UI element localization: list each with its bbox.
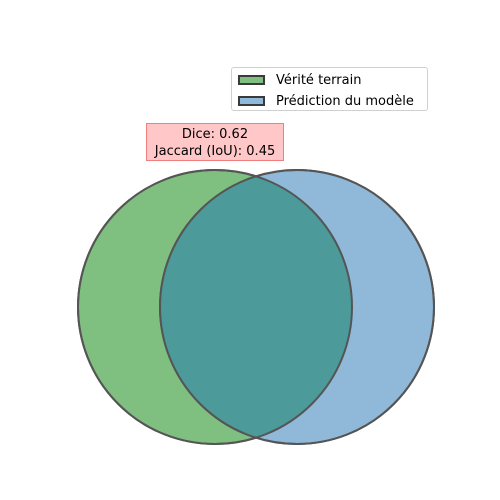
metrics-annotation: Dice: 0.62 Jaccard (IoU): 0.45	[146, 123, 284, 161]
legend-item-ground-truth: Vérité terrain	[238, 72, 361, 88]
legend: Vérité terrain Prédiction du modèle	[231, 67, 428, 111]
dice-score: Dice: 0.62	[147, 126, 283, 143]
jaccard-score: Jaccard (IoU): 0.45	[147, 143, 283, 160]
legend-item-prediction: Prédiction du modèle	[238, 93, 414, 109]
legend-label-ground-truth: Vérité terrain	[276, 73, 361, 88]
legend-swatch-ground-truth	[238, 75, 265, 85]
legend-swatch-prediction	[238, 96, 265, 106]
legend-label-prediction: Prédiction du modèle	[276, 94, 414, 109]
